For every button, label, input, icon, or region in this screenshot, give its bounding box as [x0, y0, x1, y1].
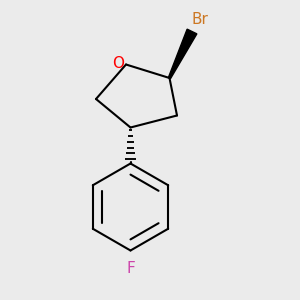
Text: Br: Br	[191, 12, 208, 27]
Text: F: F	[126, 261, 135, 276]
Text: O: O	[112, 56, 124, 70]
Polygon shape	[168, 29, 197, 79]
